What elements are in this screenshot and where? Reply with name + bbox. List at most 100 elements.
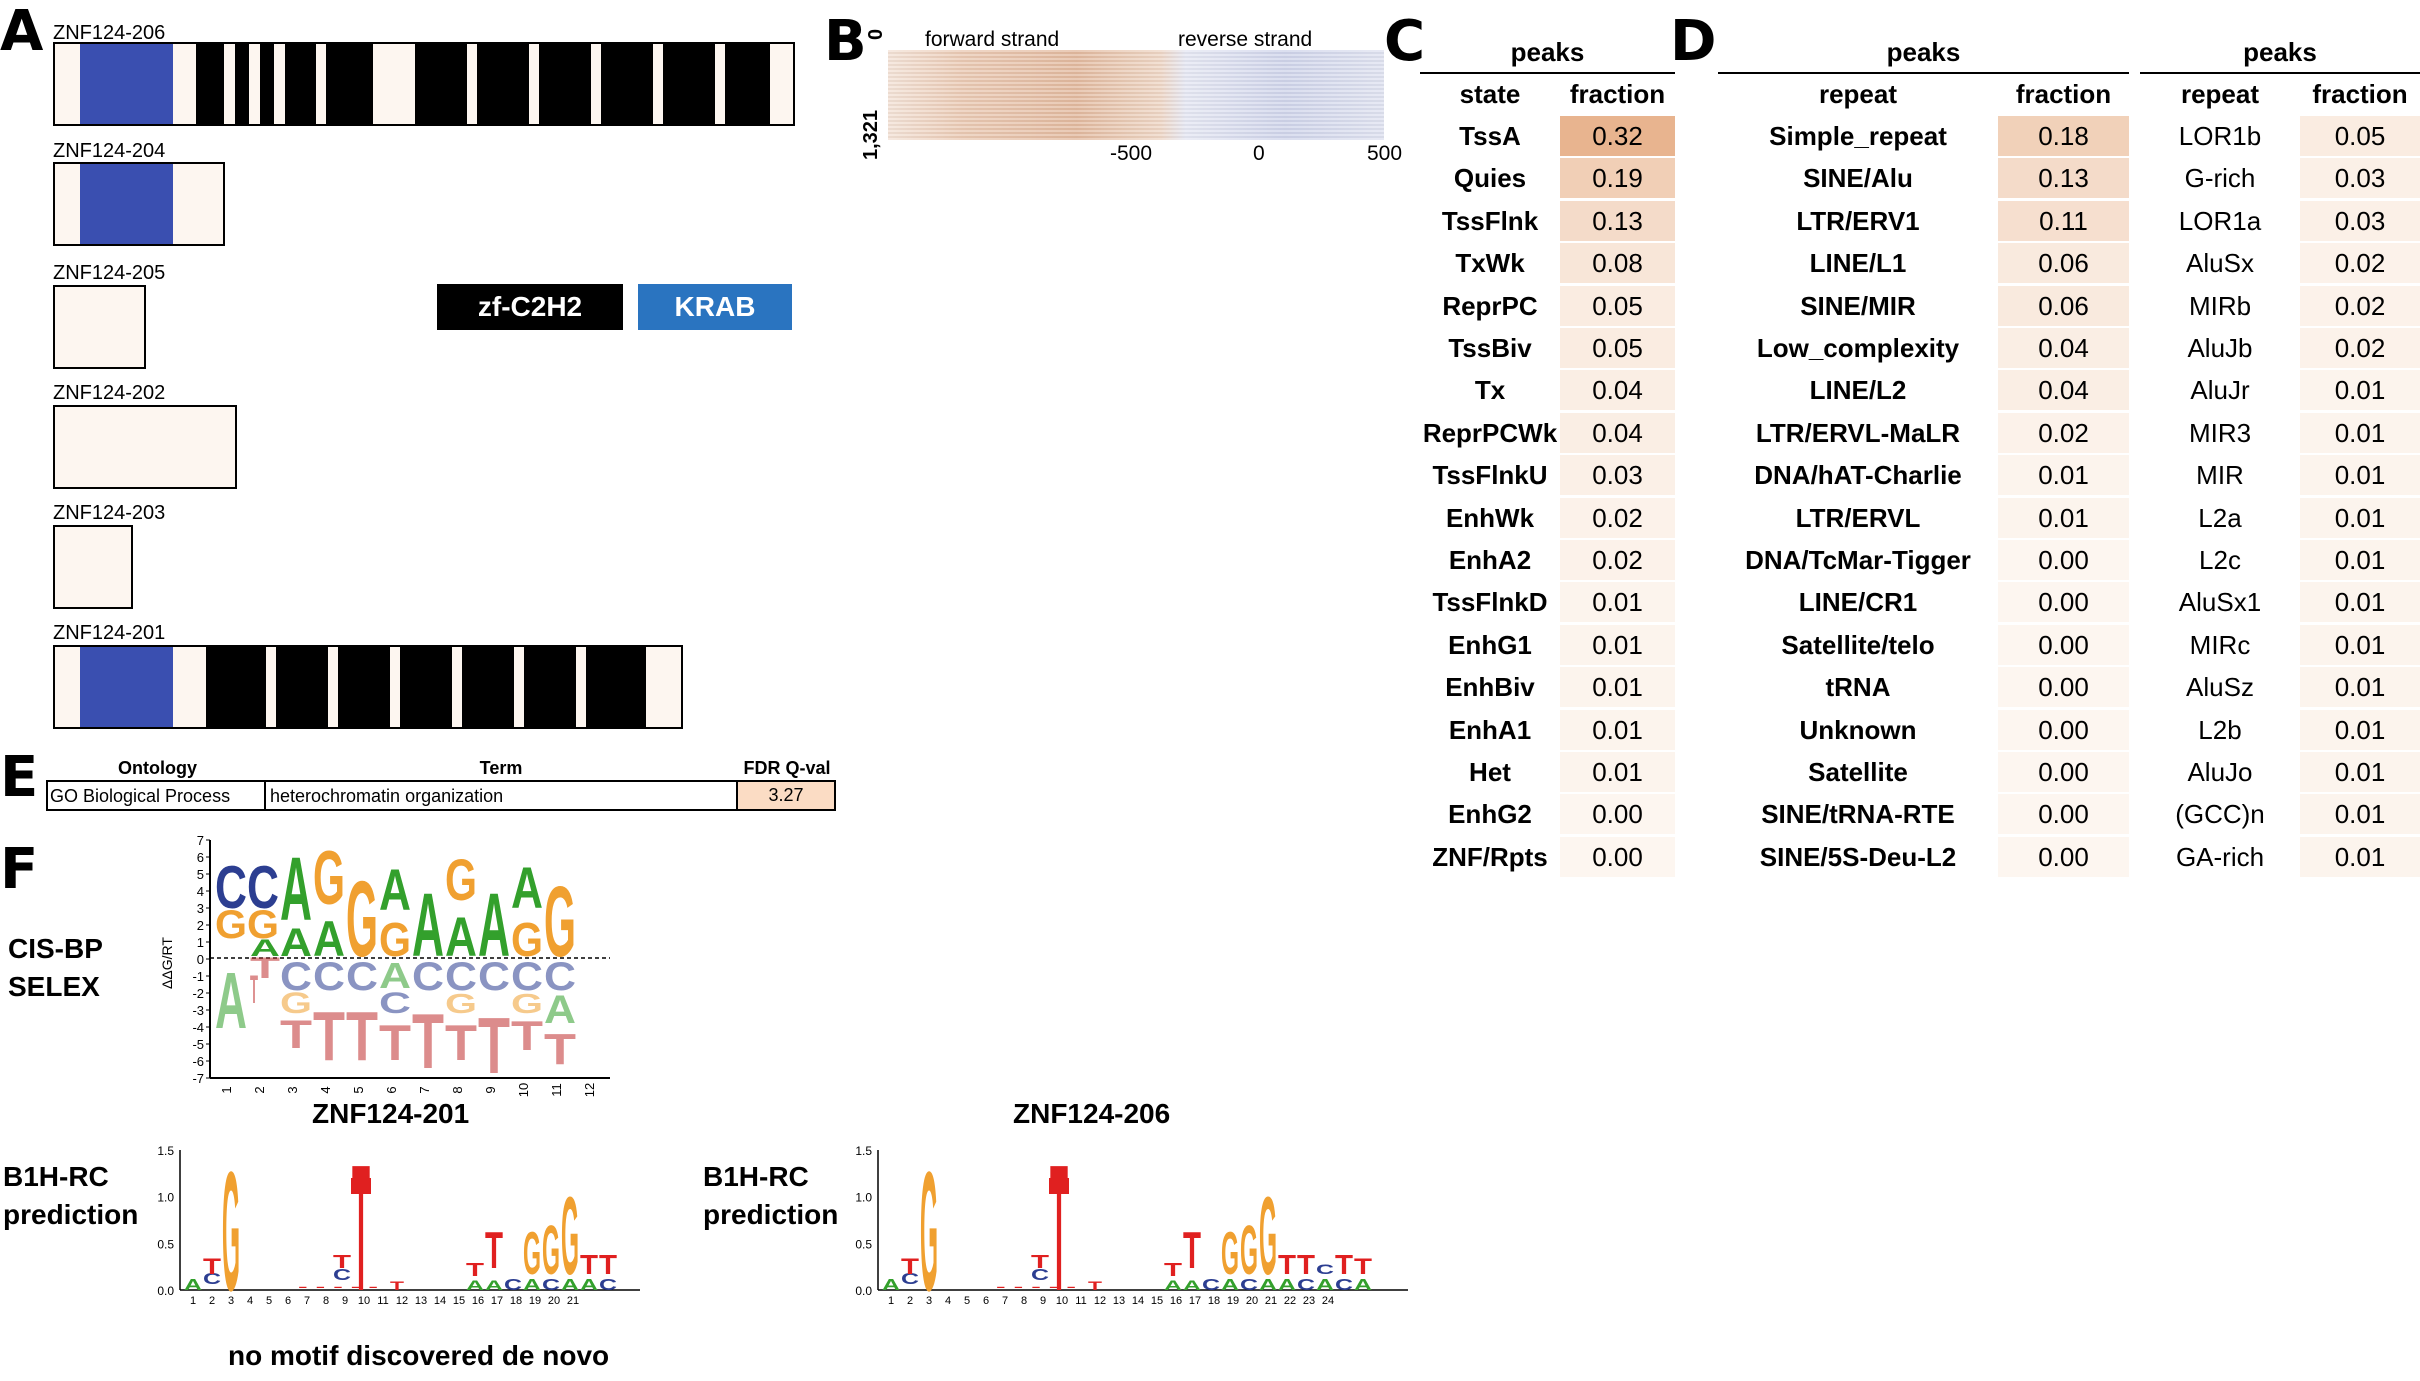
b1h-x-tick: 21 [1265,1295,1277,1307]
isoform-label: ZNF124-201 [53,622,166,644]
table-row-value: 0.04 [1560,412,1675,453]
isoform-label: ZNF124-206 [53,22,166,44]
table-row-value: 0.01 [2300,582,2420,623]
b1h-x-tick: 14 [434,1295,446,1307]
b1h-x-tick: 8 [323,1295,329,1307]
b1h-x-tick: 13 [1113,1295,1125,1307]
cisbp-y-tick: -4 [192,1020,204,1035]
b1h-x-tick: 18 [510,1295,522,1307]
svg-text:GG: GG [215,903,279,947]
svg-text:T: T [352,1144,370,1314]
b1h-y-tick: 0.0 [157,1284,174,1298]
table-row-value: 0.02 [2300,285,2420,326]
b1h-label-line2: prediction [3,1199,139,1230]
b1h-x-tick: 10 [358,1295,370,1307]
cisbp-x-tick: 11 [549,1083,564,1097]
table-row-value: 0.01 [2300,455,2420,496]
b1h-y-tick: 1.5 [157,1144,174,1158]
table-d2-title: peaks [2243,37,2317,67]
svg-text:T: T [313,997,345,1075]
table-row-value: 0.00 [1998,582,2129,623]
zf-domain [601,44,653,124]
table-row-label: tRNA [1825,672,1891,703]
svg-text:- - - - -: - - - - - [996,1282,1076,1293]
cisbp-y-tick: -1 [192,969,204,984]
svg-text:C: C [346,955,378,999]
table-row-value: 0.32 [1560,116,1675,156]
cisbp-x-tick: 7 [417,1086,432,1093]
b1h-x-tick: 3 [926,1295,932,1307]
svg-text:C: C [542,1277,561,1294]
table-row-value: 0.03 [1560,455,1675,496]
table-row-label: TssFlnkU [1432,460,1548,491]
table-d-title: peaks [1886,37,1961,67]
table-row-value: 0.00 [1998,624,2129,665]
zf-domain [477,44,529,124]
b1h-motif-logo-201: 1.51.00.50.0 1 2 3 4 5 6 7 8 9 10 11 12 13 14 15 16 17 18… [157,1144,640,1314]
table-row-value: 0.18 [1998,116,2129,156]
table-row-label: L2a [2198,502,2242,533]
svg-text:G: G [313,836,345,921]
table-row-value: 0.00 [1998,836,2129,877]
motif-isoform-201-label: ZNF124-201 [312,1098,470,1129]
b1h-x-tick: 19 [529,1295,541,1307]
table-c-title: peaks [1510,37,1585,67]
zf-domain [400,647,452,727]
panel-letter-f: F [0,837,39,902]
svg-text:A: A [445,905,477,968]
svg-text:C: C [412,955,444,999]
table-row-label: LINE/L1 [1809,248,1907,279]
b1h-x-tick: 12 [1094,1295,1106,1307]
cisbp-x-tick: 12 [582,1083,597,1097]
heatmap-x-tick: 500 [1367,142,1403,165]
b1h-x-tick: 15 [1151,1295,1163,1307]
svg-text:C: C [313,955,345,999]
go-header-fdr: FDR Q-val [743,758,831,778]
b1h-x-tick: 12 [396,1295,408,1307]
table-row-value: 0.01 [1560,667,1675,708]
isoform-label: ZNF124-204 [53,140,166,162]
cisbp-x-tick: 9 [483,1086,498,1093]
svg-text:T: T [280,1013,312,1057]
table-c-col-state: state [1459,79,1521,109]
table-row-label: SINE/Alu [1803,163,1913,194]
table-row-value: 0.02 [1560,540,1675,580]
svg-text:G: G [920,1144,938,1314]
zf-domain [663,44,715,124]
svg-text:G: G [523,1220,541,1287]
zf-domain [725,44,770,124]
svg-text:G: G [1221,1220,1239,1287]
panel-letter-c: C [1384,9,1426,74]
svg-text:C: C [1297,1277,1316,1294]
table-row-value: 0.02 [1560,497,1675,538]
table-row-label: AluJr [2190,375,2250,406]
zf-domain [276,647,328,727]
b1h-x-tick: 4 [247,1295,253,1307]
svg-text:T: T [1183,1222,1201,1280]
zf-domain [586,647,646,727]
isoform-label: ZNF124-202 [53,382,166,404]
svg-text:G: G [542,1211,560,1289]
svg-text:A: A [1316,1277,1335,1294]
svg-text:C: C [203,1271,222,1288]
b1h-x-tick: 5 [266,1295,272,1307]
motif-isoform-206-label: ZNF124-206 [1013,1098,1171,1129]
isoform-bar-204 [53,162,225,246]
table-row-label: AluJb [2187,333,2253,363]
b1h-motif-logo-206: 1.51.00.50.0 1 2 3 4 5 6 7 8 9 10 11 12 13 14 15 16 17 18… [855,1144,1408,1314]
svg-text:T: T [1335,1249,1353,1280]
table-row-label: ReprPCWk [1422,417,1558,448]
b1h-y-tick: 1.0 [157,1191,174,1205]
table-row-value: 0.08 [1560,243,1675,284]
heatmap-image [888,50,1384,140]
table-row-label: LINE/CR1 [1798,587,1918,618]
b1h-label-201: B1H-RC prediction [3,1158,138,1234]
b1h-x-tick: 20 [548,1295,560,1307]
panel-letter-d: D [1670,9,1717,74]
b1h-x-tick: 21 [567,1295,579,1307]
b1h-x-tick: 2 [907,1295,913,1307]
svg-text:T: T [250,952,280,985]
forward-strand-label: forward strand [925,28,1060,51]
table-d-col-repeat: repeat [1818,79,1898,109]
table-c-col-fraction: fraction [1569,79,1666,109]
